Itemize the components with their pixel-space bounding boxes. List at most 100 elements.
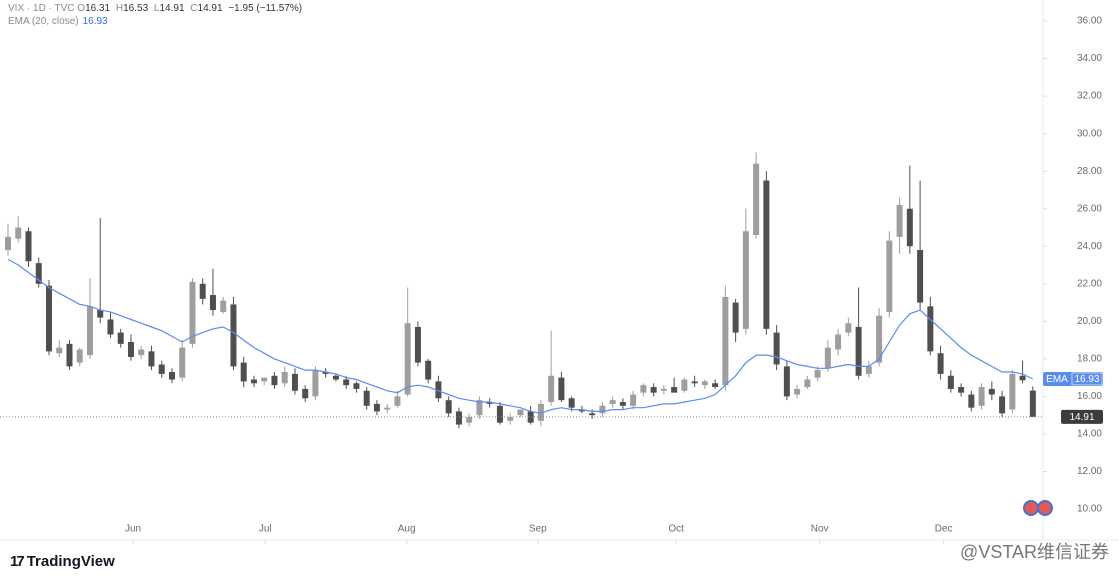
legend-value: 16.93 [82, 16, 108, 27]
candle-body [363, 390, 370, 406]
event-flag[interactable] [1023, 500, 1039, 516]
candle-body [373, 403, 380, 412]
candle-body [25, 231, 32, 262]
candle-body [107, 319, 114, 335]
brand[interactable]: 17 TradingView [10, 553, 115, 570]
candle-body [640, 385, 647, 393]
candle-body [209, 295, 216, 311]
ohlc-value: 16.31 [85, 3, 111, 14]
candle-body [855, 326, 862, 376]
candle-body [179, 347, 186, 378]
candle-body [589, 413, 596, 416]
candle-body [804, 379, 811, 388]
candle-body [999, 396, 1006, 414]
candle-body [302, 388, 309, 399]
candle-body [681, 379, 688, 391]
candle-body [404, 323, 411, 395]
candle-body [35, 263, 42, 284]
candle-body [773, 332, 780, 365]
candle-body [66, 343, 73, 367]
candle-body [865, 366, 872, 374]
candle-body [45, 285, 52, 352]
candle-body [978, 387, 985, 406]
candle-body [97, 310, 104, 318]
event-flag[interactable] [1037, 500, 1053, 516]
candle-body [619, 402, 626, 406]
candle-body [455, 411, 462, 425]
candle-body [486, 402, 493, 404]
candle-body [537, 403, 544, 421]
y-tick-label: 28.00 [1077, 166, 1102, 177]
candle-body [445, 400, 452, 414]
ema-legend: EMA (20, close) 16.93 [8, 16, 108, 27]
candle-body [712, 383, 719, 388]
symbol: VIX · 1D · TVC [8, 3, 75, 14]
candle-body [168, 372, 175, 380]
candle-body [722, 296, 729, 386]
candle-body [814, 370, 821, 378]
candle-body [886, 240, 893, 312]
candle-body [988, 388, 995, 395]
candle-body [835, 334, 842, 350]
candle-body [189, 281, 196, 344]
y-tick-label: 10.00 [1077, 504, 1102, 515]
ema-tag-value: 16.93 [1074, 374, 1099, 385]
x-tick-label: Oct [668, 524, 684, 535]
candle-body [732, 302, 739, 333]
candle-body [127, 341, 134, 357]
candle-body [660, 388, 667, 391]
ohlc-label: C [190, 3, 198, 14]
candle-body [332, 375, 339, 380]
candle-body [548, 375, 555, 403]
candle-body [927, 306, 934, 352]
candle-body [578, 409, 585, 412]
candle-body [650, 387, 657, 393]
event-flags [1023, 500, 1053, 516]
watermark: @VSTAR维信证券 [960, 542, 1109, 562]
candle-body [76, 349, 83, 363]
candle-body [15, 227, 22, 239]
candle-body [117, 332, 124, 344]
candle-body [199, 283, 206, 299]
candle-body [496, 405, 503, 423]
candle-body [958, 387, 965, 393]
change: −1.95 (−11.57%) [228, 3, 303, 14]
x-tick-label: Jul [259, 524, 272, 535]
candle-body [876, 315, 883, 363]
y-tick-label: 14.00 [1077, 429, 1102, 440]
candle-body [896, 204, 903, 237]
last-price-label: 14.91 [1069, 412, 1094, 423]
ohlc-label: O [77, 3, 86, 14]
candle-body [4, 236, 11, 251]
candle-body [384, 407, 391, 410]
candle-body [322, 372, 329, 374]
x-tick-label: Aug [398, 524, 416, 535]
y-tick-label: 12.00 [1077, 466, 1102, 477]
symbol-legend: VIX · 1D · TVC O16.31 H16.53 L14.91 C14.… [8, 3, 305, 14]
candle-body [281, 372, 288, 384]
y-tick-label: 34.00 [1077, 53, 1102, 64]
y-tick-label: 22.00 [1077, 278, 1102, 289]
y-tick-label: 30.00 [1077, 128, 1102, 139]
ema-tag-name: EMA [1046, 374, 1068, 385]
candle-body [86, 306, 93, 356]
ohlc-label: H [115, 3, 124, 14]
x-tick-label: Jun [125, 524, 141, 535]
candle-body [906, 208, 913, 247]
x-tick-label: Sep [529, 524, 547, 535]
x-tick-label: Dec [935, 524, 953, 535]
candle-body [845, 323, 852, 333]
candle-body [261, 377, 268, 382]
y-tick-label: 20.00 [1077, 316, 1102, 327]
legend-entry: EMA (20, close) [8, 16, 79, 27]
candle-body [230, 304, 237, 367]
candle-body [466, 417, 473, 423]
candle-body [476, 400, 483, 416]
candle-body [271, 375, 278, 386]
y-tick-label: 32.00 [1077, 91, 1102, 102]
candle-body [220, 300, 227, 312]
candle-body [517, 409, 524, 416]
candle-body [148, 351, 155, 367]
